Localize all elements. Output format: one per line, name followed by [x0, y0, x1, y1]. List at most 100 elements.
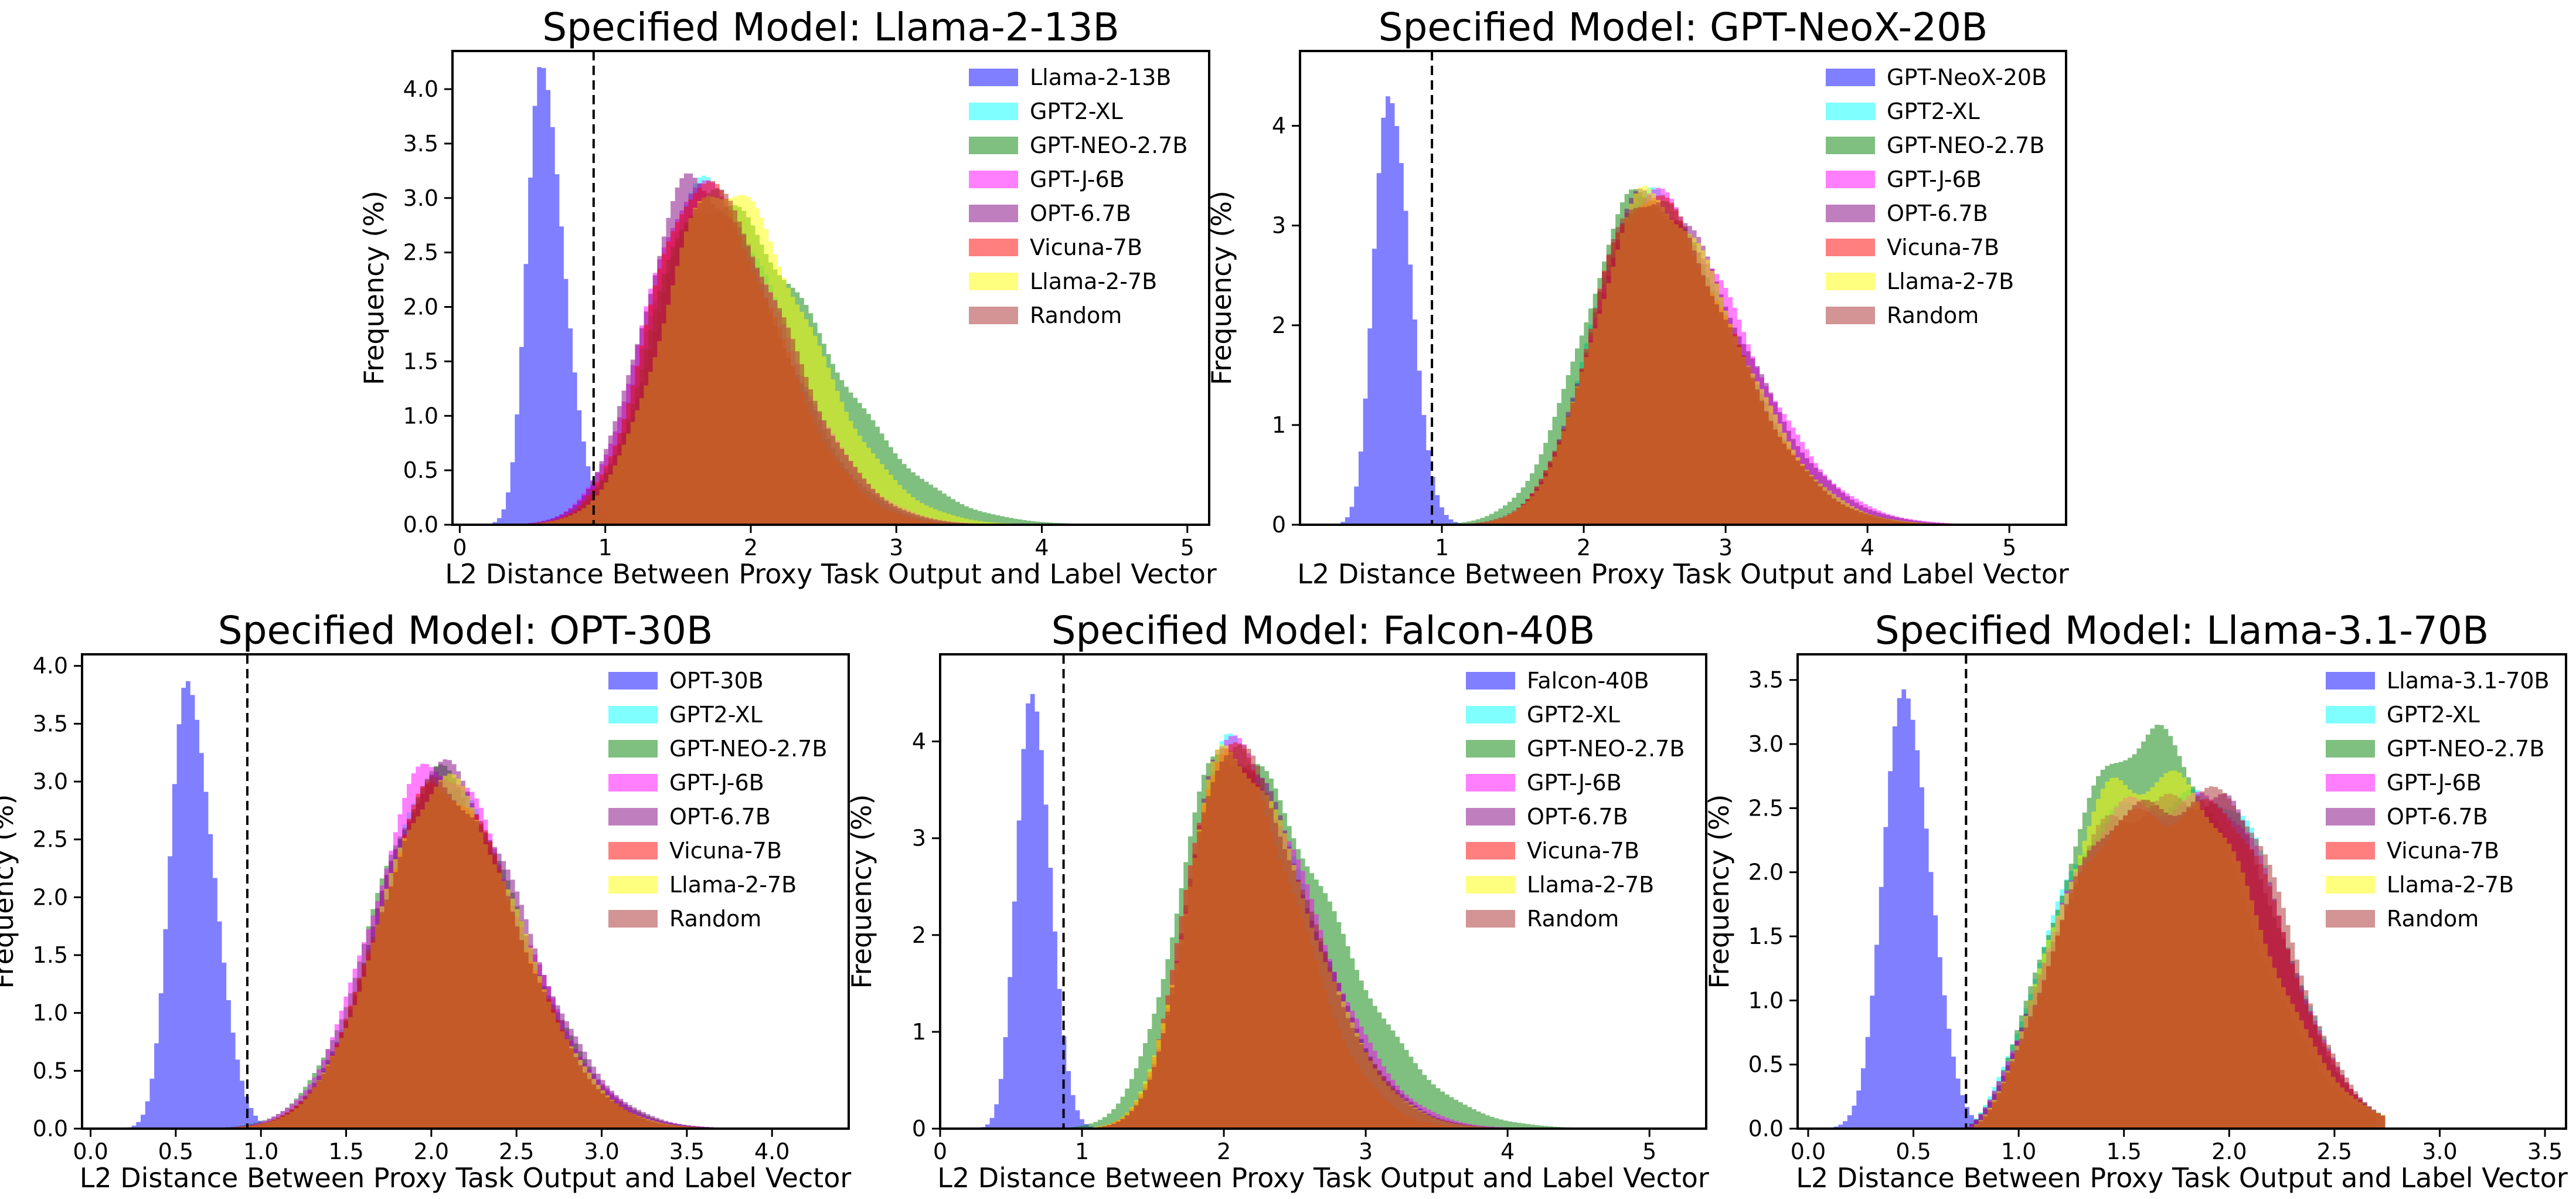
legend-label: GPT-NEO-2.7B — [1030, 133, 1187, 158]
legend-swatch — [608, 672, 658, 689]
x-tick-label: 2 — [1217, 1139, 1231, 1164]
subplot-4: 0 1 2 3 4 5 0 1 2 3 4 Specified Model: Falcon-40B L2… — [846, 608, 1709, 1194]
plot-area — [1798, 689, 2566, 1129]
y-tick-label: 3 — [1272, 213, 1286, 239]
y-axis-label: Frequency (%) — [846, 794, 877, 989]
axes-frame — [939, 653, 1707, 1130]
x-tick-label: 3.5 — [2527, 1139, 2563, 1164]
y-tick-label: 2.5 — [1748, 795, 1784, 821]
legend-label: OPT-6.7B — [1887, 201, 1988, 226]
legend-swatch — [608, 876, 658, 894]
x-tick-label: 2.5 — [2317, 1139, 2352, 1164]
x-tick-label: 4 — [1035, 535, 1049, 561]
plot-area — [1300, 96, 2066, 525]
legend: Falcon-40B GPT2-XL GPT-NEO-2.7B GPT-J-6B OPT… — [1466, 668, 1685, 932]
legend-label: GPT-J-6B — [1030, 167, 1125, 192]
legend-swatch — [1466, 672, 1515, 689]
x-tick-label: 3.0 — [584, 1139, 619, 1164]
legend-label: GPT-NeoX-20B — [1887, 64, 2047, 90]
y-tick-label: 4.0 — [403, 76, 438, 102]
y-tick-label: 2.5 — [33, 827, 68, 852]
plot-area — [452, 67, 1209, 525]
legend-label: GPT-NEO-2.7B — [1527, 736, 1685, 762]
x-tick-label: 4 — [1500, 1139, 1515, 1164]
legend-swatch — [1826, 205, 1875, 222]
legend-swatch — [1466, 774, 1515, 792]
legend-label: OPT-6.7B — [2387, 804, 2488, 830]
legend-label: Vicuna-7B — [669, 838, 782, 864]
legend-swatch — [1826, 171, 1875, 188]
y-tick-label: 1.0 — [33, 1000, 68, 1026]
y-tick-label: 0.5 — [33, 1058, 68, 1083]
subplot-1: 0 1 2 3 4 5 0.0 0.5 1.0 1.5 2.0 2.5 3.0 3.5 4.0 Specifi… — [358, 5, 1217, 590]
y-axis-label: Frequency (%) — [358, 191, 390, 385]
y-tick-label: 1 — [1272, 412, 1286, 438]
subplot-3: 0.0 0.5 1.0 1.5 2.0 2.5 3.0 3.5 4.0 0.0 0.5 1.0 1.5 2… — [0, 608, 851, 1194]
legend-label: Llama-2-13B — [1030, 64, 1171, 90]
legend-swatch — [1826, 307, 1875, 324]
x-tick-label: 2.5 — [499, 1139, 534, 1164]
legend-label: Random — [1030, 303, 1122, 328]
y-tick-label: 3.0 — [33, 769, 68, 794]
legend-label: GPT2-XL — [1887, 98, 1980, 124]
histogram-random — [940, 745, 1706, 1129]
x-tick-label: 0.0 — [1791, 1139, 1826, 1164]
legend-label: Llama-2-7B — [2387, 872, 2514, 898]
legend-swatch — [1466, 706, 1515, 724]
legend-swatch — [1466, 910, 1515, 928]
legend-swatch — [608, 910, 658, 928]
legend-label: GPT-NEO-2.7B — [1887, 133, 2044, 158]
legend-label: GPT-J-6B — [2387, 770, 2482, 796]
x-tick-label: 5 — [1642, 1139, 1656, 1164]
legend-swatch — [1466, 842, 1515, 860]
chart-title: Specified Model: Llama-2-13B — [542, 5, 1119, 50]
y-tick-label: 1 — [912, 1019, 926, 1045]
x-tick-label: 3.5 — [669, 1139, 705, 1164]
x-tick-label: 0.0 — [73, 1139, 108, 1164]
x-axis-label: L2 Distance Between Proxy Task Output an… — [937, 1162, 1709, 1194]
plot-area — [940, 694, 1706, 1129]
x-tick-label: 2 — [744, 535, 758, 561]
axes-frame — [1796, 653, 2567, 1130]
axes-frame — [451, 50, 1210, 526]
x-tick-label: 1.5 — [328, 1139, 363, 1164]
legend-swatch — [2326, 842, 2375, 860]
legend-swatch — [2326, 774, 2375, 792]
x-tick-label: 0.5 — [1896, 1139, 1931, 1164]
legend-swatch — [969, 103, 1018, 120]
y-tick-label: 0.5 — [1748, 1052, 1784, 1078]
x-axis-label: L2 Distance Between Proxy Task Output an… — [1297, 558, 2069, 590]
x-tick-label: 3 — [1359, 1139, 1373, 1164]
subplot-2: 1 2 3 4 5 0 1 2 3 4 Specified Model: GPT-NeoX-20B L… — [1206, 5, 2069, 590]
y-tick-label: 2.0 — [33, 884, 68, 910]
legend-label: OPT-6.7B — [669, 804, 771, 830]
legend-swatch — [969, 239, 1018, 256]
y-axis-label: Frequency (%) — [1206, 191, 1237, 385]
x-tick-label: 3 — [889, 535, 903, 561]
legend-swatch — [2326, 672, 2375, 689]
x-tick-label: 3.0 — [2422, 1139, 2457, 1164]
chart-title: Specified Model: GPT-NeoX-20B — [1379, 5, 1988, 50]
y-tick-label: 2 — [1272, 313, 1286, 338]
y-tick-label: 1.5 — [403, 348, 438, 374]
x-tick-label: 2.0 — [414, 1139, 449, 1164]
legend-swatch — [2326, 706, 2375, 724]
y-tick-label: 0.5 — [403, 457, 438, 483]
x-axis-label: L2 Distance Between Proxy Task Output an… — [445, 558, 1217, 590]
legend-swatch — [969, 307, 1018, 324]
legend-swatch — [2326, 740, 2375, 758]
histogram-gpt-j-6b — [940, 735, 1706, 1129]
legend-swatch — [1826, 273, 1875, 290]
legend-label: GPT-J-6B — [1887, 167, 1982, 192]
histogram-llama-3-1-70b — [1798, 689, 2566, 1129]
x-tick-label: 2 — [1577, 535, 1591, 561]
histogram-opt-30b — [82, 681, 849, 1129]
legend-swatch — [2326, 876, 2375, 894]
y-tick-label: 4 — [912, 729, 926, 755]
x-tick-label: 2.0 — [2211, 1139, 2247, 1164]
y-axis-label: Frequency (%) — [0, 794, 19, 989]
x-tick-label: 0 — [933, 1139, 947, 1164]
x-tick-label: 1 — [1075, 1139, 1089, 1164]
y-tick-label: 2.5 — [403, 240, 438, 266]
